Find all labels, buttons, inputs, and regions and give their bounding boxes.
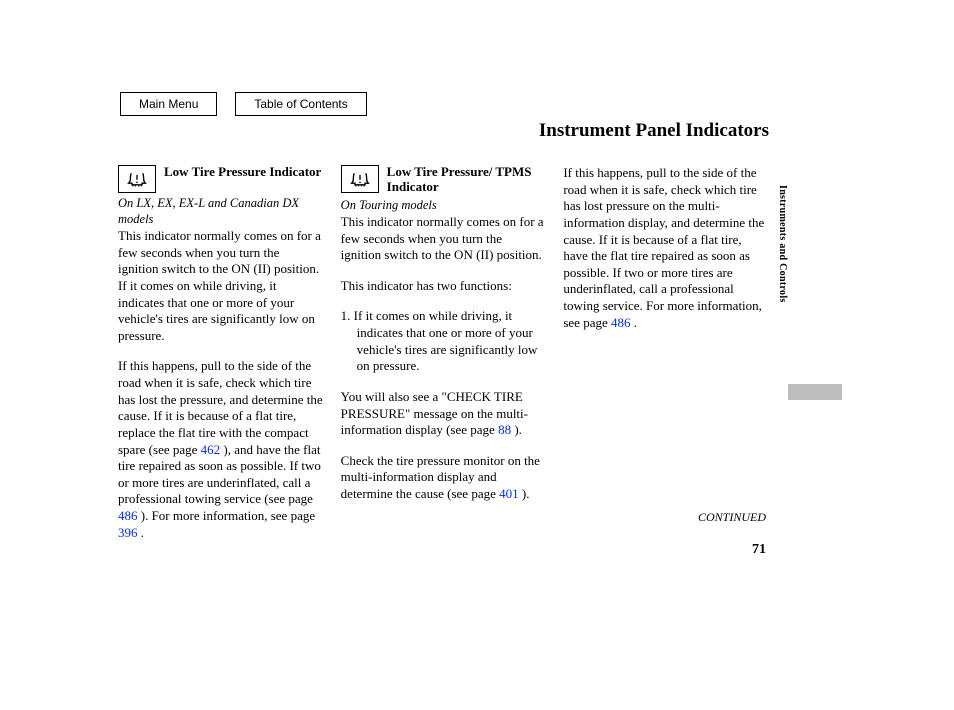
model-subtitle: On Touring models <box>341 197 546 213</box>
column-2: Low Tire Pressure/ TPMS Indicator On Tou… <box>341 165 546 541</box>
text-run: ). <box>511 422 522 437</box>
list-item: 1. If it comes on while driving, it <box>341 308 546 325</box>
page-title: Instrument Panel Indicators <box>539 120 769 142</box>
model-subtitle: On LX, EX, EX-L and Canadian DX models <box>118 195 323 227</box>
section-tab-marker <box>788 384 842 400</box>
text-run: ). <box>519 486 530 501</box>
body-text: This indicator normally comes on for a f… <box>341 214 546 264</box>
tire-pressure-icon <box>118 165 156 193</box>
content-columns: Low Tire Pressure Indicator On LX, EX, E… <box>118 165 768 541</box>
list-item-cont: indicates that one or more of your vehic… <box>341 325 546 375</box>
continued-label: CONTINUED <box>698 510 766 525</box>
tpms-icon <box>341 165 379 193</box>
page-link-462[interactable]: 462 <box>201 442 221 457</box>
indicator-title: Low Tire Pressure Indicator <box>164 165 321 193</box>
page-link-401[interactable]: 401 <box>499 486 519 501</box>
body-text: If this happens, pull to the side of the… <box>563 165 768 331</box>
indicator-title: Low Tire Pressure/ TPMS Indicator <box>387 165 546 195</box>
main-menu-button[interactable]: Main Menu <box>120 92 217 116</box>
toc-button[interactable]: Table of Contents <box>235 92 366 116</box>
text-run: If this happens, pull to the side of the… <box>563 165 764 330</box>
text-run: . <box>138 525 145 540</box>
column-1: Low Tire Pressure Indicator On LX, EX, E… <box>118 165 323 541</box>
text-run: . <box>630 315 637 330</box>
page-link-88[interactable]: 88 <box>498 422 511 437</box>
page-number: 71 <box>752 542 766 558</box>
body-text: If this happens, pull to the side of the… <box>118 358 323 541</box>
page-link-486[interactable]: 486 <box>118 508 138 523</box>
body-text: Check the tire pressure monitor on the m… <box>341 453 546 503</box>
page-link-486b[interactable]: 486 <box>611 315 631 330</box>
section-tab-label: Instruments and Controls <box>777 185 788 303</box>
body-text: This indicator normally comes on for a f… <box>118 228 323 344</box>
page-link-396[interactable]: 396 <box>118 525 138 540</box>
text-run: 1. If it comes on while driving, it <box>341 308 513 323</box>
text-run: ). For more information, see page <box>138 508 316 523</box>
body-text: This indicator has two functions: <box>341 278 546 295</box>
column-3: If this happens, pull to the side of the… <box>563 165 768 541</box>
body-text: You will also see a "CHECK TIRE PRESSURE… <box>341 389 546 439</box>
